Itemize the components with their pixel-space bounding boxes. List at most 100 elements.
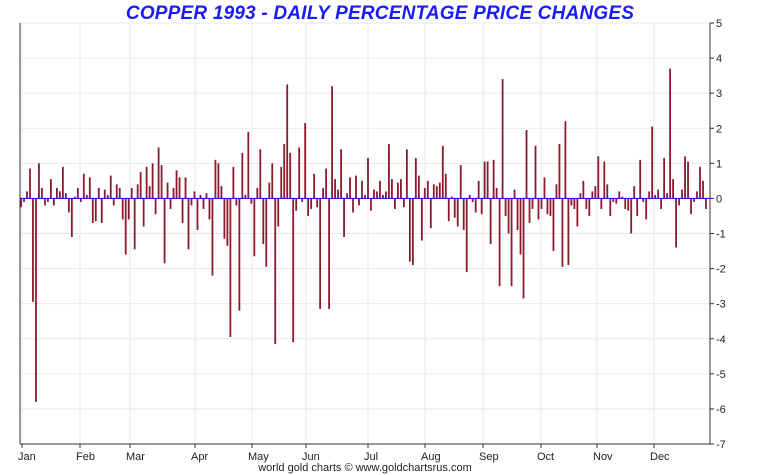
data-bar: [474, 198, 477, 213]
data-bar: [558, 144, 561, 199]
data-bar: [411, 198, 414, 266]
data-bar: [438, 182, 441, 199]
data-bar: [196, 198, 199, 230]
data-bar: [124, 198, 127, 255]
data-bar: [370, 198, 372, 211]
data-bar: [76, 187, 79, 199]
data-bar: [148, 186, 151, 199]
data-bar: [313, 173, 316, 199]
data-bar: [546, 198, 549, 215]
data-bar: [340, 149, 342, 199]
data-bar: [268, 182, 271, 199]
data-bar: [169, 198, 172, 209]
data-bar: [552, 198, 555, 252]
data-bar: [355, 175, 357, 199]
data-bar: [615, 198, 618, 204]
data-bar: [627, 198, 630, 211]
x-axis-ticks: Jan Feb Mar Apr May Jun Jul Aug Sep Oct Nov Dec: [18, 444, 670, 463]
data-bar: [58, 191, 61, 199]
data-bar: [579, 193, 582, 199]
data-bar: [250, 198, 253, 204]
y-tick-label: -2: [716, 264, 726, 276]
data-bar: [220, 186, 223, 199]
data-bar: [238, 198, 241, 311]
data-bar: [397, 182, 399, 199]
data-bar: [471, 198, 474, 202]
data-bar: [361, 180, 363, 199]
data-bar: [157, 147, 160, 199]
data-bar: [519, 198, 522, 255]
data-bar: [654, 194, 657, 199]
data-bar: [139, 172, 142, 199]
data-bar: [696, 191, 698, 199]
data-bar: [498, 198, 501, 287]
data-bar: [570, 198, 573, 206]
data-bar: [304, 122, 307, 199]
x-tick-label: Jun: [302, 451, 320, 463]
data-bar: [705, 198, 707, 209]
data-bar: [525, 130, 528, 199]
data-bar: [561, 198, 564, 267]
data-bar: [26, 191, 28, 199]
data-bar: [202, 198, 205, 209]
data-bar: [229, 198, 232, 337]
data-bar: [310, 198, 313, 209]
data-bar: [486, 161, 489, 199]
data-bar: [582, 180, 585, 199]
data-bar: [346, 193, 348, 199]
data-bar: [208, 198, 211, 220]
data-bar: [391, 179, 393, 199]
data-bar: [331, 86, 333, 199]
data-bar: [349, 177, 351, 199]
data-bar: [435, 186, 438, 199]
data-bar: [106, 194, 109, 199]
data-bar: [307, 198, 310, 216]
data-bar: [507, 198, 510, 234]
data-bar: [205, 193, 208, 199]
data-bar: [253, 198, 256, 257]
x-tick-label: May: [248, 451, 269, 463]
data-bar: [181, 198, 184, 223]
y-tick-label: 0: [716, 193, 722, 205]
data-bar: [495, 187, 498, 199]
data-bar: [94, 198, 97, 222]
data-bar: [522, 198, 525, 299]
data-bar: [259, 149, 262, 199]
data-bar: [319, 198, 322, 309]
data-bar: [597, 156, 600, 199]
data-bar: [187, 198, 190, 250]
data-bar: [513, 189, 516, 199]
data-bar: [405, 149, 408, 199]
data-bar: [447, 198, 450, 222]
data-bar: [618, 191, 621, 199]
data-bar: [190, 198, 193, 206]
data-bar: [97, 187, 100, 199]
data-bar: [364, 194, 366, 199]
data-bar: [588, 198, 591, 216]
data-bar: [44, 198, 46, 206]
data-bar: [492, 159, 495, 199]
data-bar: [609, 198, 612, 216]
data-bar: [537, 198, 540, 220]
data-bar: [648, 191, 651, 199]
data-bar: [477, 180, 480, 199]
data-bar: [690, 198, 692, 215]
data-bar: [121, 198, 124, 220]
data-bar: [489, 198, 492, 245]
data-bar: [112, 198, 115, 206]
data-bar: [163, 198, 166, 264]
data-bar: [633, 186, 636, 199]
data-bar: [337, 189, 339, 199]
data-bar: [516, 198, 519, 230]
data-bar: [56, 187, 58, 199]
data-bar: [82, 173, 85, 199]
y-tick-label: 4: [716, 53, 722, 65]
x-tick-label: Dec: [650, 451, 670, 463]
data-bar: [693, 198, 695, 202]
data-bar: [388, 144, 390, 199]
data-bar: [600, 198, 603, 209]
data-bar: [534, 145, 537, 199]
data-bar: [699, 166, 701, 199]
data-bar: [585, 198, 588, 209]
data-bar: [423, 187, 426, 199]
